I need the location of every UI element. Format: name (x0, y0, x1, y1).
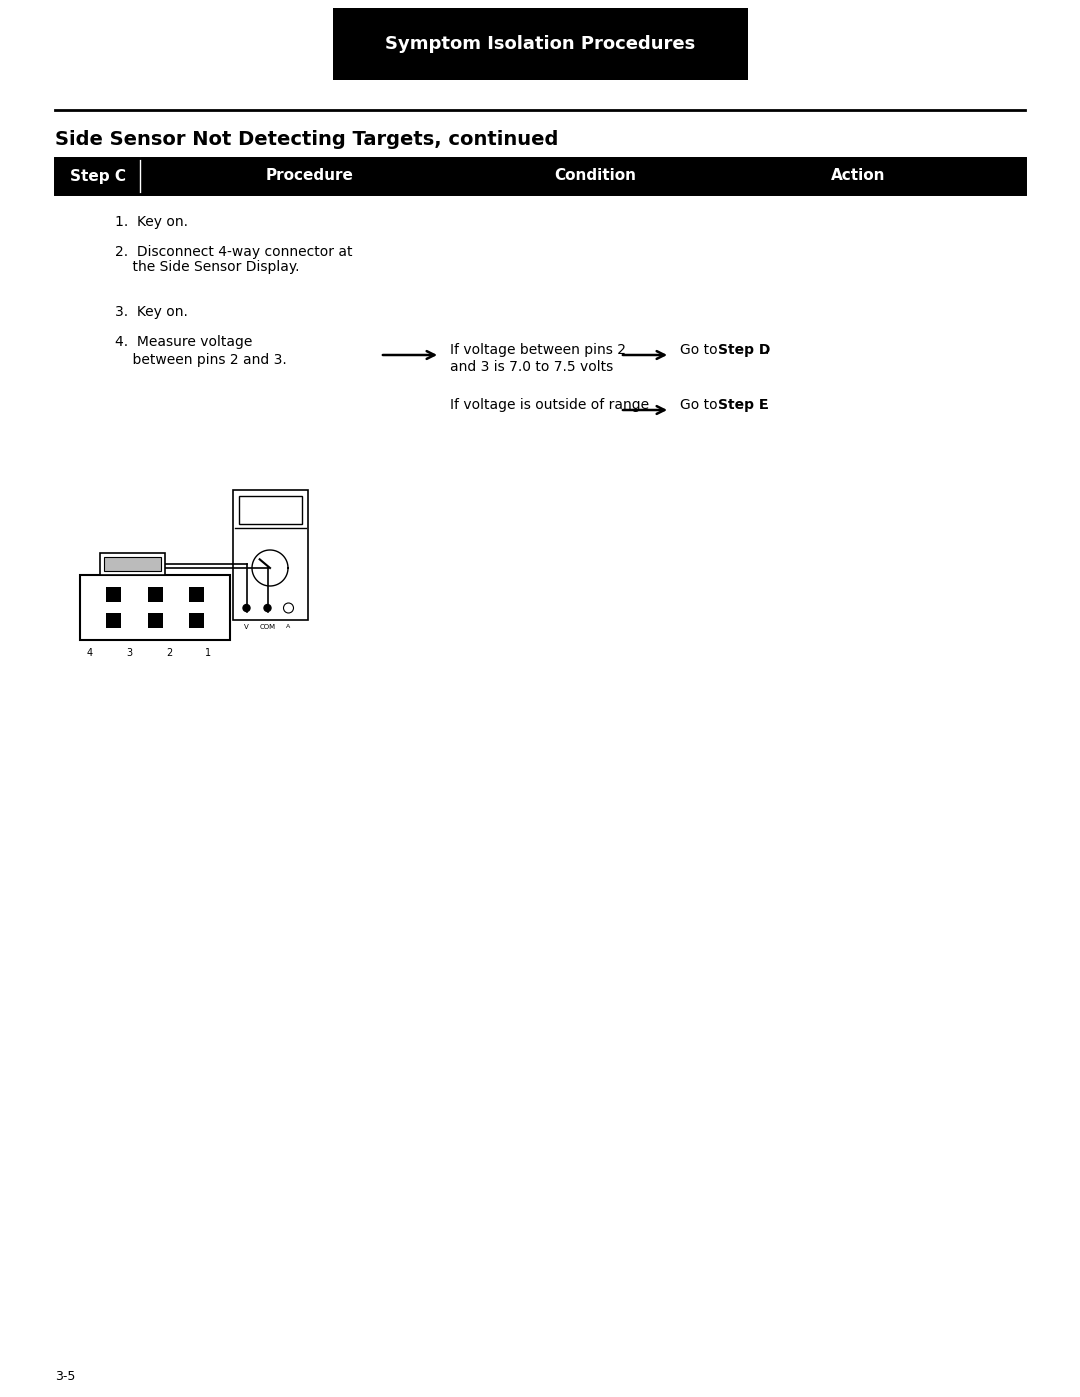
Bar (148, 613, 162, 629)
Text: Go to: Go to (680, 398, 723, 412)
Text: COM: COM (259, 624, 275, 630)
Bar (80, 576, 230, 640)
Text: Procedure: Procedure (266, 169, 354, 183)
Text: Step D: Step D (718, 344, 770, 358)
Bar (55, 158, 1025, 194)
Text: If voltage between pins 2: If voltage between pins 2 (450, 344, 626, 358)
Text: between pins 2 and 3.: between pins 2 and 3. (114, 353, 287, 367)
Bar (106, 587, 121, 602)
Text: Action: Action (831, 169, 886, 183)
Text: .: . (765, 344, 769, 358)
Bar (55, 158, 1025, 194)
Circle shape (285, 605, 292, 612)
Text: the Side Sensor Display.: the Side Sensor Display. (114, 260, 299, 274)
Bar (189, 587, 204, 602)
Text: 1.  Key on.: 1. Key on. (114, 215, 188, 229)
Bar (148, 587, 162, 602)
Bar (333, 8, 748, 80)
Circle shape (243, 605, 249, 612)
Text: 1: 1 (205, 648, 212, 658)
Text: 4: 4 (86, 648, 93, 658)
Text: and 3 is 7.0 to 7.5 volts: and 3 is 7.0 to 7.5 volts (450, 360, 613, 374)
Text: 2: 2 (166, 648, 172, 658)
Text: 2.  Disconnect 4-way connector at: 2. Disconnect 4-way connector at (114, 244, 352, 258)
Circle shape (264, 605, 271, 612)
Text: V: V (244, 624, 248, 630)
Text: 3: 3 (126, 648, 133, 658)
Text: Symptom Isolation Procedures: Symptom Isolation Procedures (386, 35, 696, 53)
Text: A: A (286, 624, 291, 629)
Text: 4.  Measure voltage: 4. Measure voltage (114, 335, 253, 349)
Text: Step C: Step C (69, 169, 125, 183)
Text: Condition: Condition (554, 169, 636, 183)
Bar (104, 557, 161, 571)
Text: .: . (765, 398, 769, 412)
Bar (106, 613, 121, 629)
Text: 3-5: 3-5 (55, 1370, 76, 1383)
Text: If voltage is outside of range: If voltage is outside of range (450, 398, 649, 412)
Circle shape (283, 604, 294, 613)
Text: Side Sensor Not Detecting Targets, continued: Side Sensor Not Detecting Targets, conti… (55, 130, 558, 149)
Text: 3.  Key on.: 3. Key on. (114, 305, 188, 319)
Bar (189, 613, 204, 629)
Text: Go to: Go to (680, 344, 723, 358)
Bar (232, 490, 308, 620)
Text: Step E: Step E (718, 398, 768, 412)
Bar (239, 496, 301, 524)
Bar (100, 553, 165, 576)
